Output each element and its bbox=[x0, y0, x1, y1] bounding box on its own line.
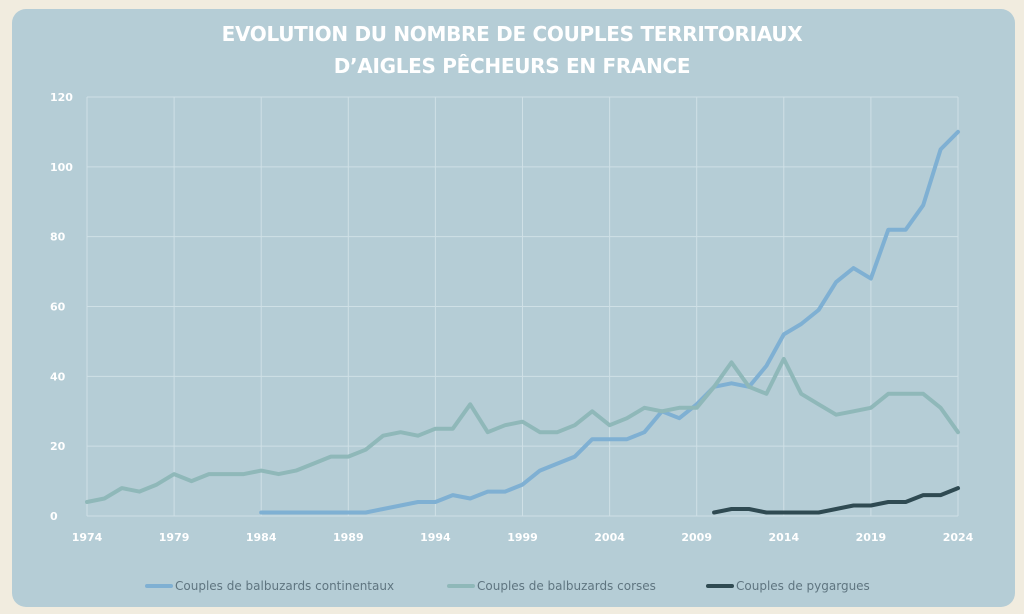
x-tick-label-2019: 2019 bbox=[856, 531, 887, 544]
tick-layer: 0 20 40 60 80 100 120 1974 1979 1984 1989 1994 1999 2… bbox=[50, 91, 974, 544]
series-line-corsican[interactable] bbox=[85, 356, 960, 504]
chart-legend: Couples de balbuzards continentaux Coupl… bbox=[0, 574, 1024, 598]
x-tick-label-1994: 1994 bbox=[420, 531, 451, 544]
x-tick-label-1979: 1979 bbox=[159, 531, 190, 544]
x-tick-label-1974: 1974 bbox=[72, 531, 103, 544]
x-tick-label-1989: 1989 bbox=[333, 531, 364, 544]
x-tick-label-2009: 2009 bbox=[681, 531, 712, 544]
x-tick-label-1999: 1999 bbox=[507, 531, 538, 544]
y-tick-label-20: 20 bbox=[50, 440, 66, 453]
series-line-continental[interactable] bbox=[259, 129, 960, 515]
legend-label-sea-eagle: Couples de pygargues bbox=[736, 579, 870, 593]
series-layer bbox=[85, 129, 960, 515]
x-tick-label-2004: 2004 bbox=[594, 531, 625, 544]
series-line-sea-eagle[interactable] bbox=[712, 486, 960, 515]
y-tick-label-100: 100 bbox=[50, 161, 73, 174]
chart-title-line-1: EVOLUTION DU NOMBRE DE COUPLES TERRITORI… bbox=[221, 22, 803, 46]
y-tick-label-0: 0 bbox=[50, 510, 58, 523]
legend-item-continental[interactable]: Couples de balbuzards continentaux bbox=[145, 574, 394, 598]
legend-swatch-continental bbox=[145, 584, 173, 588]
y-tick-label-80: 80 bbox=[50, 231, 66, 244]
legend-item-sea-eagle[interactable]: Couples de pygargues bbox=[706, 574, 870, 598]
legend-item-corsican[interactable]: Couples de balbuzards corses bbox=[447, 574, 656, 598]
legend-label-continental: Couples de balbuzards continentaux bbox=[175, 579, 395, 593]
y-tick-label-40: 40 bbox=[50, 370, 66, 383]
y-tick-label-120: 120 bbox=[50, 91, 73, 104]
legend-label-corsican: Couples de balbuzards corses bbox=[477, 579, 656, 593]
legend-swatch-sea-eagle bbox=[706, 584, 734, 588]
legend-swatch-corsican bbox=[447, 584, 475, 588]
x-tick-label-2024: 2024 bbox=[943, 531, 974, 544]
x-tick-label-2014: 2014 bbox=[768, 531, 799, 544]
x-tick-label-1984: 1984 bbox=[246, 531, 277, 544]
grid-layer bbox=[86, 96, 959, 517]
y-tick-label-60: 60 bbox=[50, 301, 66, 314]
chart-title: EVOLUTION DU NOMBRE DE COUPLES TERRITORI… bbox=[0, 18, 1024, 82]
chart-title-line-2: D’AIGLES PÊCHEURS EN FRANCE bbox=[333, 54, 691, 78]
